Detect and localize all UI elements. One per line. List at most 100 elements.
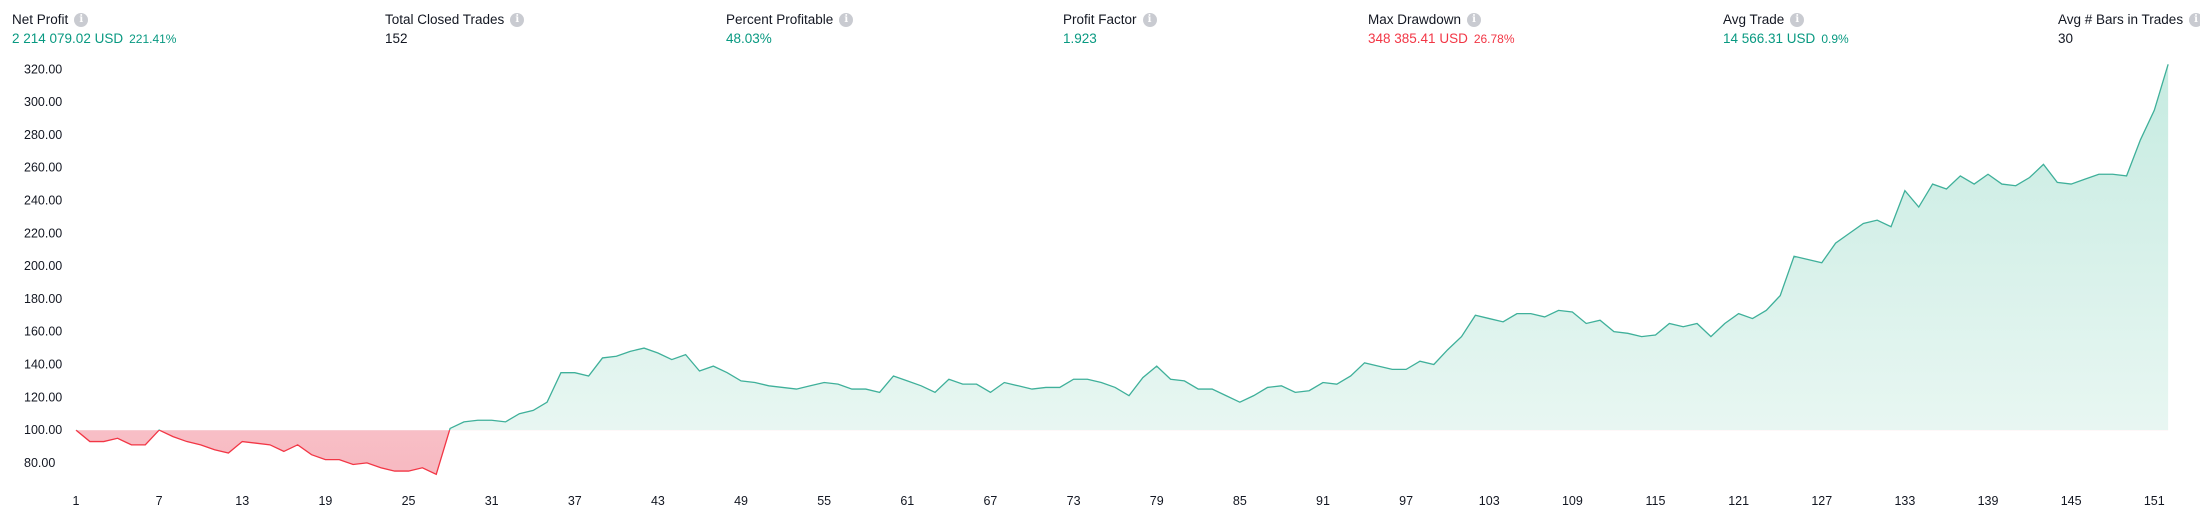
data-point <box>2000 182 2004 186</box>
data-point <box>1418 359 1422 363</box>
data-point <box>1085 377 1089 381</box>
data-point <box>1667 321 1671 325</box>
stat-max-drawdown: Max Drawdown i 348 385.41 USD 26.78% <box>1368 12 1515 46</box>
data-point <box>1515 312 1519 316</box>
data-point <box>1210 387 1214 391</box>
info-icon[interactable]: i <box>1467 12 1482 27</box>
data-point <box>684 353 688 357</box>
data-point <box>1030 387 1034 391</box>
info-icon[interactable]: i <box>1142 12 1157 27</box>
avg-trade-label: Avg Trade <box>1723 12 1785 27</box>
data-point <box>1681 325 1685 329</box>
data-point <box>725 371 729 375</box>
data-point <box>1626 331 1630 335</box>
x-tick-label: 43 <box>651 494 665 508</box>
stat-label: Percent Profitable i <box>726 12 854 27</box>
x-tick-label: 127 <box>1811 494 1832 508</box>
data-point <box>1931 182 1935 186</box>
percent-profitable-label: Percent Profitable <box>726 12 834 27</box>
data-point <box>988 390 992 394</box>
data-point <box>1072 377 1076 381</box>
data-point <box>2152 108 2156 112</box>
data-point <box>1224 394 1228 398</box>
x-tick-label: 61 <box>900 494 914 508</box>
data-point <box>601 356 605 360</box>
data-point <box>2111 172 2115 176</box>
x-tick-label: 109 <box>1562 494 1583 508</box>
stat-label: Profit Factor i <box>1063 12 1157 27</box>
data-point <box>296 443 300 447</box>
data-point <box>2166 62 2170 66</box>
data-point <box>254 441 258 445</box>
data-point <box>1764 308 1768 312</box>
data-point <box>1778 294 1782 298</box>
equity-chart[interactable]: 80.00 100.00 120.00 140.00 160.00 180.00 200.0… <box>0 58 2200 515</box>
info-icon[interactable]: i <box>839 12 854 27</box>
data-point <box>628 349 632 353</box>
data-point <box>739 379 743 383</box>
max-drawdown-percent: 26.78% <box>1473 32 1515 46</box>
data-point <box>185 440 189 444</box>
info-icon[interactable]: i <box>2189 12 2200 27</box>
x-tick-label: 73 <box>1067 494 1081 508</box>
data-point <box>2055 180 2059 184</box>
data-point <box>1501 320 1505 324</box>
max-drawdown-label: Max Drawdown <box>1368 12 1462 27</box>
data-point <box>157 428 161 432</box>
data-point <box>1169 377 1173 381</box>
data-point <box>1792 254 1796 258</box>
stat-total-closed-trades: Total Closed Trades i 152 <box>385 12 525 46</box>
data-point <box>1598 318 1602 322</box>
data-point <box>1473 313 1477 317</box>
data-point <box>1709 335 1713 339</box>
data-point <box>420 466 424 470</box>
x-tick-label: 13 <box>235 494 249 508</box>
data-point <box>1834 241 1838 245</box>
data-point <box>2138 138 2142 142</box>
data-point <box>1972 182 1976 186</box>
data-point <box>670 358 674 362</box>
data-point <box>587 374 591 378</box>
data-point <box>337 458 341 462</box>
x-tick-label: 37 <box>568 494 582 508</box>
data-point <box>711 364 715 368</box>
stat-label: Total Closed Trades i <box>385 12 525 27</box>
data-point <box>1723 321 1727 325</box>
data-point <box>2041 162 2045 166</box>
info-icon[interactable]: i <box>1790 12 1805 27</box>
info-icon[interactable]: i <box>74 12 89 27</box>
data-point <box>878 390 882 394</box>
data-point <box>1182 379 1186 383</box>
data-point <box>947 377 951 381</box>
net-profit-percent: 221.41% <box>129 32 177 46</box>
x-axis: 1 7 13 19 25 31 37 43 49 55 61 67 73 79 85 91 97 103 109 11… <box>73 494 2165 508</box>
total-closed-trades-value: 152 <box>385 31 408 46</box>
data-point <box>1487 317 1491 321</box>
data-point <box>573 371 577 375</box>
percent-profitable-value: 48.03% <box>726 31 772 46</box>
stat-label: Avg Trade i <box>1723 12 1849 27</box>
data-point <box>1806 258 1810 262</box>
data-point <box>365 461 369 465</box>
data-point <box>1376 364 1380 368</box>
data-point <box>1238 400 1242 404</box>
data-point <box>1612 330 1616 334</box>
stats-bar: Net Profit i 2 214 079.02 USD 221.41% Tot… <box>0 0 2200 60</box>
x-tick-label: 49 <box>734 494 748 508</box>
data-point <box>836 382 840 386</box>
y-tick-label: 320.00 <box>24 62 62 76</box>
data-point <box>74 428 78 432</box>
loss-area <box>76 430 2169 475</box>
info-icon[interactable]: i <box>510 12 525 27</box>
data-point <box>88 440 92 444</box>
data-point <box>517 412 521 416</box>
x-tick-label: 151 <box>2144 494 2165 508</box>
stat-avg-bars-in-trades: Avg # Bars in Trades i 30 <box>2058 12 2200 46</box>
data-point <box>393 469 397 473</box>
data-point <box>434 472 438 476</box>
x-tick-label: 79 <box>1150 494 1164 508</box>
data-point <box>1557 308 1561 312</box>
data-point <box>642 346 646 350</box>
data-point <box>905 379 909 383</box>
data-point <box>850 387 854 391</box>
